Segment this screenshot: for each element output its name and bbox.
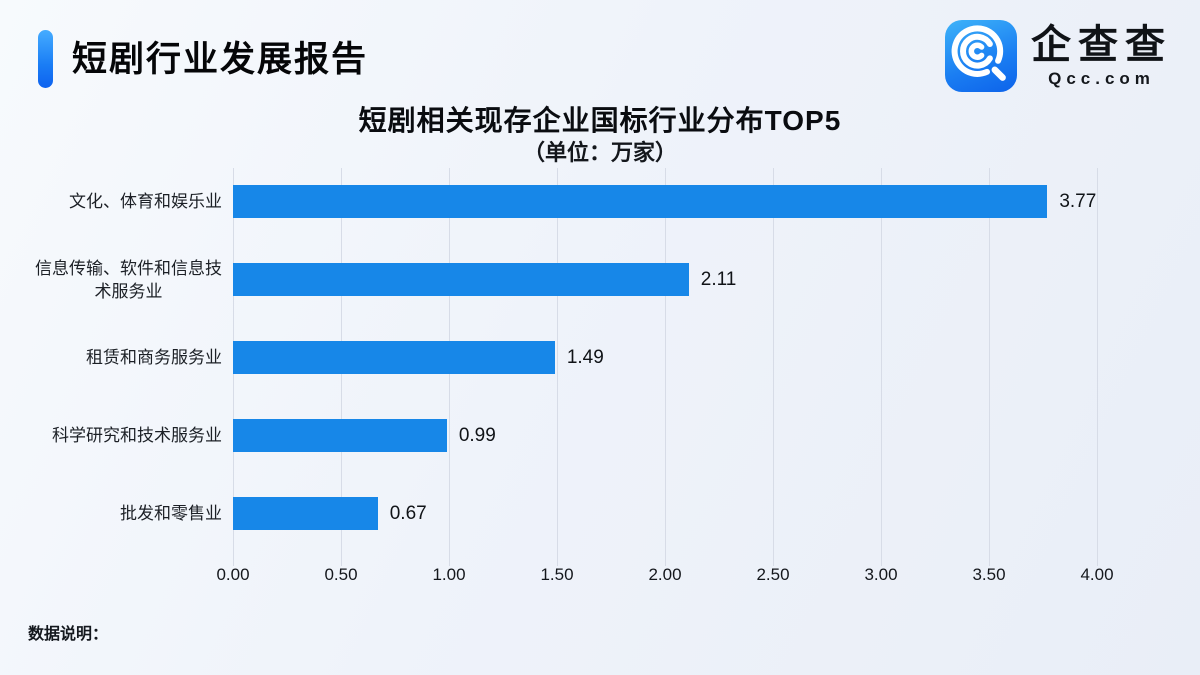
title-accent-bar: [38, 30, 53, 88]
gridline: [989, 168, 990, 566]
bar: [233, 341, 555, 374]
qcc-logo-text: 企查查 Qcc.com: [1031, 23, 1172, 89]
qcc-logo: 企查查 Qcc.com: [945, 20, 1172, 92]
bar-row: 1.49: [233, 341, 1097, 374]
x-tick-label: 0.50: [324, 565, 358, 584]
gridline: [773, 168, 774, 566]
notes-heading: 数据说明：: [28, 626, 109, 643]
x-tick-label: 0.00: [216, 565, 250, 584]
bar: [233, 263, 689, 296]
gridline: [881, 168, 882, 566]
qcc-logo-name: 企查查: [1031, 23, 1172, 67]
x-tick-label: 3.50: [972, 565, 1006, 584]
qcc-magnifier-icon: [945, 20, 1017, 92]
x-tick-label: 1.50: [540, 565, 574, 584]
qcc-logo-domain: Qcc.com: [1048, 69, 1155, 88]
chart-title: 短剧相关现存企业国标行业分布TOP5: [358, 105, 842, 136]
plot-area: 3.77 2.11 1.49 0.99 0.67: [233, 162, 1098, 566]
x-tick-label: 2.50: [756, 565, 790, 584]
bar-value-label: 1.49: [566, 347, 604, 368]
y-axis-label: 租赁和商务服务业: [86, 348, 222, 367]
x-tick-label: 1.00: [432, 565, 466, 584]
x-tick-label: 3.00: [864, 565, 898, 584]
bar-value-label: 3.77: [1059, 191, 1097, 212]
x-tick-label: 2.00: [648, 565, 682, 584]
gridline: [557, 168, 558, 566]
bar: [233, 185, 1048, 218]
bar-row: 2.11: [233, 263, 1097, 296]
bar-value-label: 0.67: [389, 503, 427, 524]
bar-value-label: 2.11: [700, 269, 737, 290]
bar: [233, 419, 447, 452]
y-axis-label: 信息传输、软件和信息技 术服务业: [35, 258, 222, 301]
y-axis-label: 文化、体育和娱乐业: [69, 192, 222, 211]
bar: [233, 497, 378, 530]
y-axis-label: 批发和零售业: [120, 504, 222, 523]
y-axis-label: 科学研究和技术服务业: [52, 426, 222, 445]
bar-row: 3.77: [233, 185, 1097, 218]
x-axis-ticks: 0.00 0.50 1.00 1.50 2.00 2.50 3.00 3.50 4.00: [216, 565, 1113, 587]
bar-value-label: 0.99: [458, 425, 496, 446]
bar-row: 0.67: [233, 497, 1097, 530]
report-title: 短剧行业发展报告: [72, 40, 369, 79]
gridline: [665, 168, 666, 566]
bar-row: 0.99: [233, 419, 1097, 452]
x-tick-label: 4.00: [1080, 565, 1114, 584]
data-notes: 数据说明： 1.统计范围：仅统计企业名称、经营范围、品牌产品含关键词“短视频|短…: [28, 580, 1178, 675]
gridline: [1097, 168, 1098, 566]
chart-subtitle: （单位：万家）: [522, 140, 677, 165]
y-axis-labels: 文化、体育和娱乐业信息传输、软件和信息技 术服务业租赁和商务服务业科学研究和技术…: [0, 162, 222, 560]
